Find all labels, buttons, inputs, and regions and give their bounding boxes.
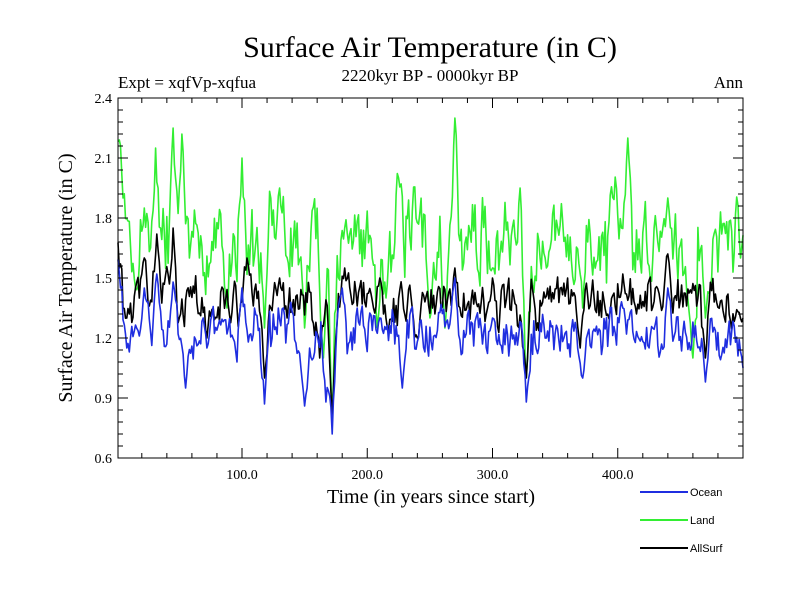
y-tick-label: 1.2	[95, 332, 113, 347]
x-tick-label: 100.0	[226, 468, 258, 483]
chart-right-label: Ann	[714, 73, 744, 92]
y-axis-label: Surface Air Temperature (in C)	[55, 153, 77, 402]
chart-subtitle: 2220kyr BP - 0000kyr BP	[342, 66, 519, 85]
chart-title: Surface Air Temperature (in C)	[243, 31, 617, 64]
series-layer	[117, 117, 744, 435]
series-line-allsurf	[117, 227, 744, 419]
y-tick-label: 1.5	[95, 272, 113, 287]
y-tick-label: 2.4	[95, 92, 113, 107]
y-tick-label: 0.9	[95, 392, 113, 407]
series-line-land	[117, 117, 744, 423]
y-tick-label: 1.8	[95, 212, 113, 227]
legend: Ocean Land AllSurf	[640, 487, 723, 555]
chart-left-label: Expt = xqfVp-xqfua	[118, 73, 256, 92]
legend-label-allsurf: AllSurf	[690, 543, 723, 555]
plot-frame	[117, 97, 744, 459]
legend-label-land: Land	[690, 515, 714, 527]
y-tick-label: 2.1	[95, 152, 113, 167]
x-axis-label: Time (in years since start)	[327, 486, 535, 508]
y-tick-label: 0.6	[95, 452, 113, 467]
ticks-layer: 0.6 0.9 1.2 1.5 1.8 2.1 2.4 100.0 200.0 300.0 400.…	[95, 92, 743, 483]
legend-label-ocean: Ocean	[690, 487, 722, 499]
series-line-ocean	[117, 259, 744, 435]
x-tick-label: 300.0	[477, 468, 509, 483]
x-tick-label: 400.0	[602, 468, 634, 483]
x-tick-label: 200.0	[351, 468, 383, 483]
